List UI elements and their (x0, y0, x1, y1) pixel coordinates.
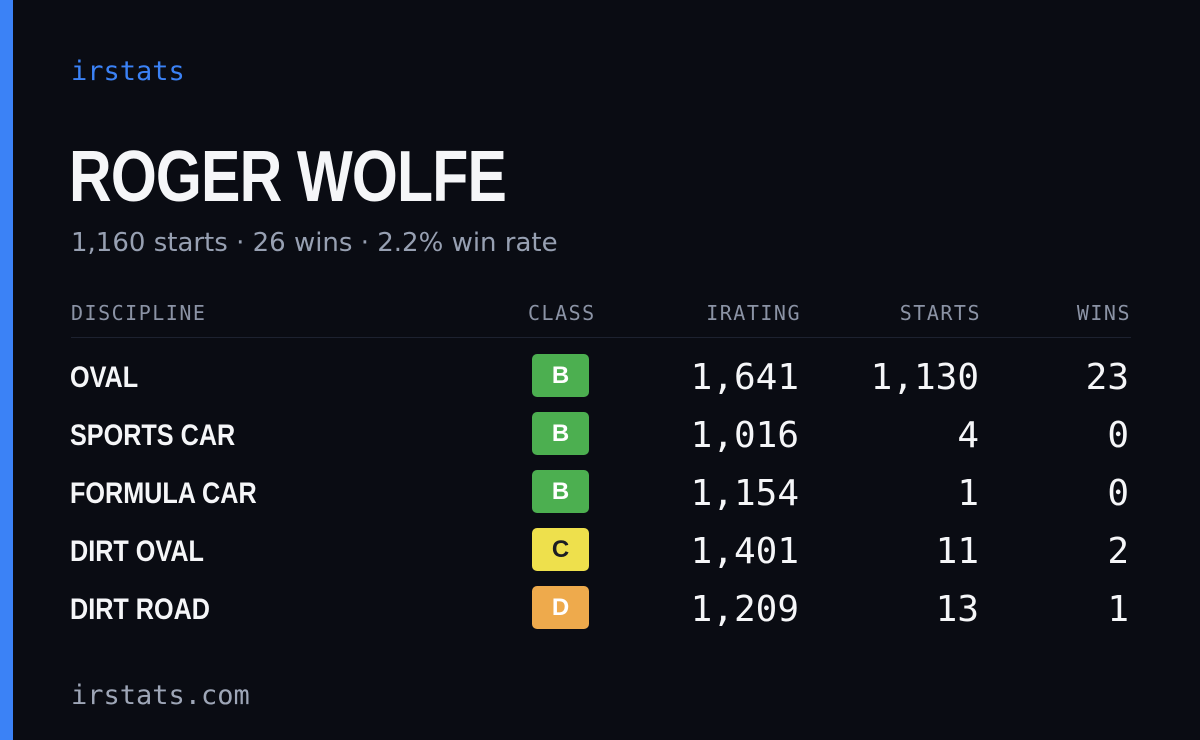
wins-value: 23 (1085, 357, 1129, 398)
class-badge: C (532, 528, 589, 571)
class-badge: D (532, 586, 589, 629)
discipline-name: FORMULA CAR (70, 477, 257, 510)
irating-value: 1,209 (690, 589, 799, 630)
class-badge: B (532, 412, 589, 455)
table-row: SPORTS CAR B 1,016 4 0 (0, 412, 1200, 470)
class-badge: B (532, 354, 589, 397)
starts-value: 11 (935, 531, 979, 572)
driver-name: ROGER WOLFE (69, 137, 507, 217)
irating-value: 1,016 (690, 415, 799, 456)
table-row: OVAL B 1,641 1,130 23 (0, 354, 1200, 412)
wins-value: 0 (1107, 473, 1129, 514)
column-header-discipline: DISCIPLINE (71, 301, 207, 325)
driver-summary: 1,160 starts · 26 wins · 2.2% win rate (71, 228, 558, 258)
table-row: FORMULA CAR B 1,154 1 0 (0, 470, 1200, 528)
wins-value: 0 (1107, 415, 1129, 456)
column-header-irating: IRATING (706, 301, 801, 325)
irating-value: 1,401 (690, 531, 799, 572)
starts-value: 13 (935, 589, 979, 630)
footer-url[interactable]: irstats.com (71, 680, 250, 711)
wins-value: 1 (1107, 589, 1129, 630)
wins-value: 2 (1107, 531, 1129, 572)
starts-value: 1,130 (870, 357, 979, 398)
table-row: DIRT OVAL C 1,401 11 2 (0, 528, 1200, 586)
table-row: DIRT ROAD D 1,209 13 1 (0, 586, 1200, 644)
discipline-name: OVAL (70, 361, 139, 394)
column-header-class: CLASS (528, 301, 596, 325)
class-badge: B (532, 470, 589, 513)
discipline-name: DIRT OVAL (70, 535, 204, 568)
discipline-name: DIRT ROAD (70, 593, 210, 626)
irating-value: 1,154 (690, 473, 799, 514)
brand-logo-text: irstats (71, 56, 185, 87)
accent-bar (0, 0, 13, 740)
irating-value: 1,641 (690, 357, 799, 398)
starts-value: 4 (957, 415, 979, 456)
header-divider (71, 337, 1131, 338)
starts-value: 1 (957, 473, 979, 514)
column-header-wins: WINS (1076, 301, 1131, 325)
column-header-starts: STARTS (899, 301, 981, 325)
discipline-name: SPORTS CAR (70, 419, 236, 452)
